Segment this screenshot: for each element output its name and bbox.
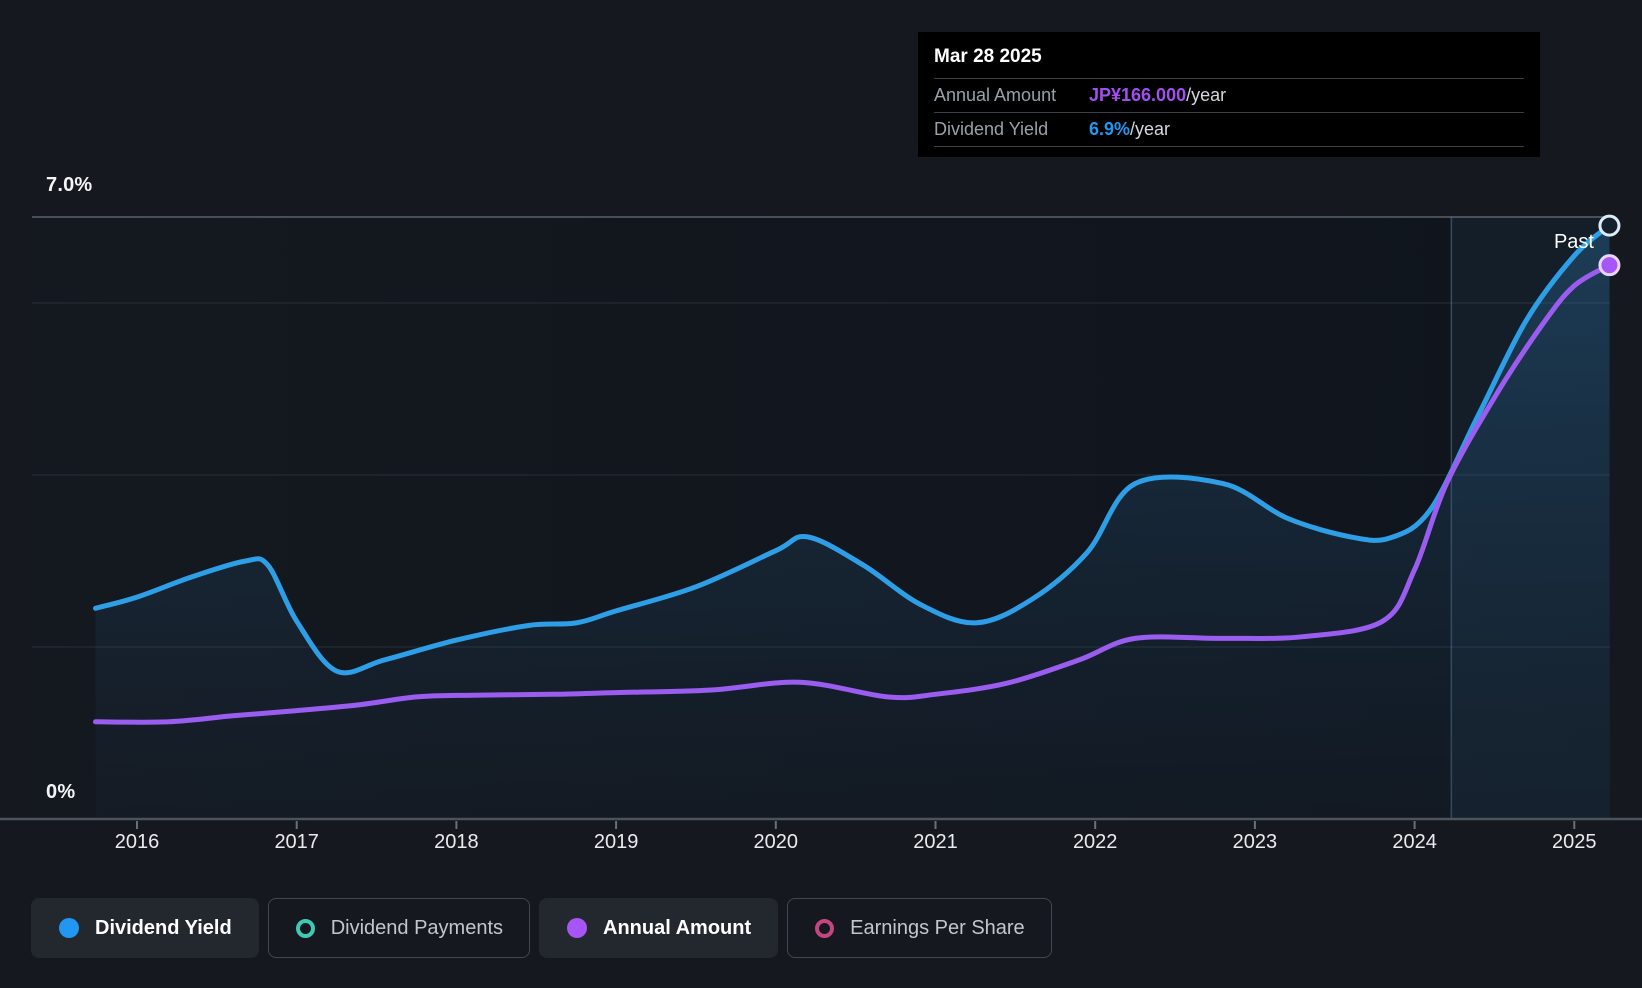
legend-label: Dividend Payments [330, 916, 504, 939]
line-dividend-yield [93, 223, 1612, 676]
end-marker-annual-amount [1598, 254, 1621, 277]
line-annual-amount [93, 262, 1612, 725]
x-axis-label-2020: 2020 [753, 831, 799, 853]
end-marker-dividend-yield [1598, 214, 1621, 237]
past-region-label: Past [1553, 231, 1594, 253]
tooltip-row-value: 6.9% [1089, 119, 1131, 139]
ring-icon [815, 918, 835, 938]
tooltip-date: Mar 28 2025 [934, 46, 1524, 79]
x-axis-label-2018: 2018 [434, 831, 479, 853]
x-axis-label-2023: 2023 [1232, 831, 1278, 853]
filled-dot-icon [567, 918, 588, 938]
x-axis-label-2024: 2024 [1392, 831, 1437, 853]
x-axis-label-2025: 2025 [1552, 831, 1597, 853]
legend-toggle-dividend-payments[interactable]: Dividend Payments [267, 898, 531, 958]
filled-dot-icon [59, 918, 79, 938]
legend-label: Earnings Per Share [850, 916, 1025, 939]
legend-toggle-earnings-per-share[interactable]: Earnings Per Share [787, 898, 1052, 958]
legend-toggle-dividend-yield[interactable]: Dividend Yield [31, 898, 259, 958]
legend-label: Dividend Yield [95, 916, 232, 939]
tooltip-row-suffix: /year [1186, 85, 1227, 105]
x-axis-label-2017: 2017 [274, 831, 319, 853]
x-axis-label-2016: 2016 [114, 831, 160, 853]
tooltip-row-suffix: /year [1130, 119, 1171, 139]
tooltip-row-label: Dividend Yield [934, 119, 1049, 139]
tooltip-row: Annual Amount JP¥166.000/year [934, 79, 1524, 113]
x-axis-label-2021: 2021 [913, 831, 958, 853]
ring-icon [295, 918, 315, 938]
x-axis-label-2022: 2022 [1072, 831, 1118, 853]
y-axis-label-top: 7.0% [46, 174, 93, 196]
x-axis-label-2019: 2019 [593, 831, 639, 853]
tooltip-row-label: Annual Amount [934, 85, 1057, 105]
tooltip-row-value: JP¥166.000 [1089, 85, 1187, 105]
tooltip-row: Dividend Yield 6.9%/year [934, 113, 1524, 147]
area-fill-dividend-yield [95, 225, 1610, 820]
legend-label: Annual Amount [603, 916, 752, 939]
y-axis-label-bottom: 0% [46, 781, 76, 803]
legend-toggle-annual-amount[interactable]: Annual Amount [539, 898, 779, 958]
chart-tooltip: Mar 28 2025 Annual Amount JP¥166.000/year… [918, 32, 1540, 157]
chart-legend: Dividend Yield Dividend Payments Annual Am… [31, 898, 1052, 958]
